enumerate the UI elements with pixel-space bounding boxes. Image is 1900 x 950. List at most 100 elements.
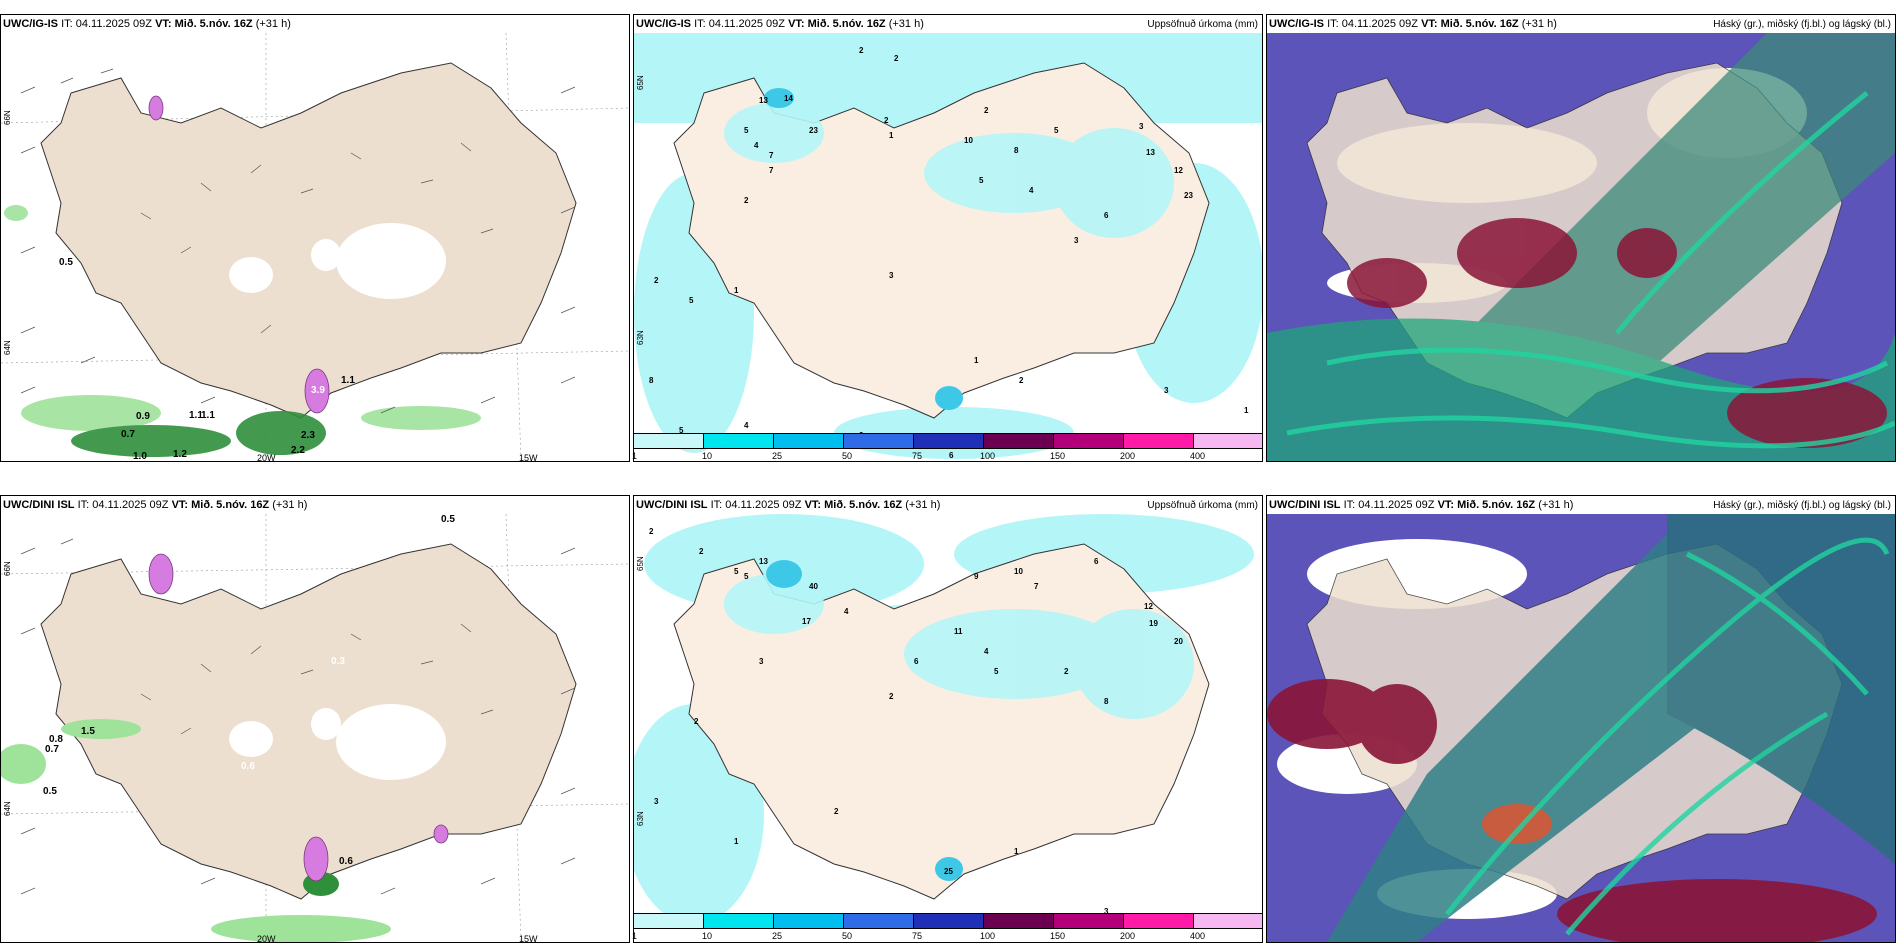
svg-text:3: 3 <box>759 657 764 666</box>
precip-map: 2 2 13 5 40 17 10 7 6 9 12 20 19 5 4 3 2… <box>634 514 1262 942</box>
svg-text:4: 4 <box>754 141 759 150</box>
svg-text:2: 2 <box>984 106 989 115</box>
svg-text:13: 13 <box>759 557 768 566</box>
colorbar-box <box>1193 433 1263 449</box>
colorbar-label: 150 <box>1050 931 1066 941</box>
svg-text:6: 6 <box>949 451 954 460</box>
panel-clouds-dini: UWC/DINI ISL IT: 04.11.2025 09Z VT: Mið.… <box>1266 495 1896 943</box>
svg-text:13: 13 <box>759 96 768 105</box>
svg-text:2: 2 <box>1019 376 1024 385</box>
panel-title: UWC/IG-IS IT: 04.11.2025 09Z VT: Mið. 5.… <box>3 18 291 30</box>
svg-text:3: 3 <box>1164 386 1169 395</box>
mid-cloud-red <box>1347 218 1887 448</box>
panel-precip-dini: UWC/DINI ISL IT: 04.11.2025 09Z VT: Mið.… <box>633 495 1263 943</box>
cloud-map-svg <box>1267 33 1895 461</box>
wind-map: 0.5 0.9 1.1 1.1 0.7 1.0 1.2 2.2 2.3 3.9 … <box>1 33 629 461</box>
svg-text:5: 5 <box>689 296 694 305</box>
wind-value: 0.8 <box>49 734 63 745</box>
wind-value: 0.7 <box>45 744 59 755</box>
glacier-white <box>336 704 446 780</box>
svg-text:4: 4 <box>744 421 749 430</box>
svg-text:1: 1 <box>1244 406 1249 415</box>
svg-text:2: 2 <box>1064 667 1069 676</box>
colorbar-label: 75 <box>912 931 923 941</box>
glacier-white <box>229 721 273 757</box>
colorbar-box <box>773 433 844 449</box>
colorbar-label: 25 <box>772 931 783 941</box>
panel-wind-dini: UWC/DINI ISL IT: 04.11.2025 09Z VT: Mið.… <box>0 495 630 943</box>
lat-label-63n: 63N <box>636 330 645 345</box>
svg-text:7: 7 <box>769 151 774 160</box>
lat-label-66n: 66N <box>3 561 12 576</box>
svg-text:10: 10 <box>1014 567 1023 576</box>
svg-text:14: 14 <box>784 94 793 103</box>
lat-label-65n: 65N <box>636 75 645 90</box>
colorbar-label: 200 <box>1120 931 1136 941</box>
svg-text:11: 11 <box>954 627 963 636</box>
colorbar-box <box>1123 433 1194 449</box>
colorbar-label: 50 <box>842 931 853 941</box>
svg-text:10: 10 <box>964 136 973 145</box>
colorbar-box <box>703 433 774 449</box>
cloud-map-svg <box>1267 514 1895 942</box>
wind-value: 0.6 <box>241 761 255 772</box>
pink-precip <box>148 95 330 414</box>
colorbar-label: 100 <box>980 931 996 941</box>
svg-text:8: 8 <box>1014 146 1019 155</box>
colorbar-label: 400 <box>1190 931 1206 941</box>
wind-value: 1.2 <box>173 449 187 460</box>
precip-map-svg: 2 2 13 14 23 5 4 7 2 1 2 10 8 5 3 13 12 … <box>634 33 1262 461</box>
svg-text:8: 8 <box>1104 697 1109 706</box>
wind-value: 2.3 <box>301 430 315 441</box>
wind-value: 3.9 <box>311 385 325 396</box>
colorbar-label: 25 <box>772 451 783 461</box>
precip-map-svg: 2 2 13 5 40 17 10 7 6 9 12 20 19 5 4 3 2… <box>634 514 1262 942</box>
colorbar-box <box>633 433 704 449</box>
panel-title: UWC/DINI ISL IT: 04.11.2025 09Z VT: Mið.… <box>636 499 941 511</box>
colorbar-box <box>843 433 914 449</box>
wind-map-svg: 0.5 0.9 1.1 1.1 0.7 1.0 1.2 2.2 2.3 3.9 … <box>1 33 629 461</box>
svg-text:23: 23 <box>1184 191 1193 200</box>
svg-text:2: 2 <box>649 527 654 536</box>
svg-text:2: 2 <box>744 196 749 205</box>
svg-text:5: 5 <box>679 426 684 435</box>
svg-text:7: 7 <box>769 166 774 175</box>
colorbar-label: 1 <box>632 451 638 461</box>
svg-text:5: 5 <box>734 567 739 576</box>
svg-text:2: 2 <box>699 547 704 556</box>
colorbar-box <box>773 913 844 929</box>
colorbar-label: 1 <box>632 931 638 941</box>
wind-value: 0.7 <box>121 429 135 440</box>
glacier-white <box>229 257 273 293</box>
svg-text:13: 13 <box>1146 148 1155 157</box>
colorbar-label: 150 <box>1050 451 1066 461</box>
green-precip <box>1 719 391 942</box>
lon-label-15w: 15W <box>519 453 538 462</box>
svg-text:6: 6 <box>1094 557 1099 566</box>
wind-value: 0.5 <box>441 514 455 525</box>
wind-value: 0.6 <box>339 856 353 867</box>
svg-text:5: 5 <box>744 572 749 581</box>
svg-text:2: 2 <box>889 692 894 701</box>
svg-text:5: 5 <box>1054 126 1059 135</box>
svg-text:5: 5 <box>744 126 749 135</box>
colorbar-box <box>983 913 1054 929</box>
svg-text:8: 8 <box>649 376 654 385</box>
wind-value: 0.3 <box>331 656 345 667</box>
glacier-white <box>311 239 341 271</box>
panel-subtitle: Uppsöfnuð úrkoma (mm) <box>1147 19 1258 30</box>
svg-text:3: 3 <box>889 271 894 280</box>
panel-clouds-igis: UWC/IG-IS IT: 04.11.2025 09Z VT: Mið. 5.… <box>1266 14 1896 462</box>
colorbar-label: 100 <box>980 451 996 461</box>
precip-values: 2 2 13 5 40 17 10 7 6 9 12 20 19 5 4 3 2… <box>649 527 1183 916</box>
svg-text:5: 5 <box>979 176 984 185</box>
svg-text:4: 4 <box>984 647 989 656</box>
svg-text:1: 1 <box>1014 847 1019 856</box>
svg-text:4: 4 <box>844 607 849 616</box>
svg-text:40: 40 <box>809 582 818 591</box>
colorbar-box <box>1123 913 1194 929</box>
lat-label-64n: 64N <box>3 340 12 355</box>
wind-value: 2.2 <box>291 445 305 456</box>
glacier-white <box>311 708 341 740</box>
cyan-over-land <box>724 574 1194 719</box>
